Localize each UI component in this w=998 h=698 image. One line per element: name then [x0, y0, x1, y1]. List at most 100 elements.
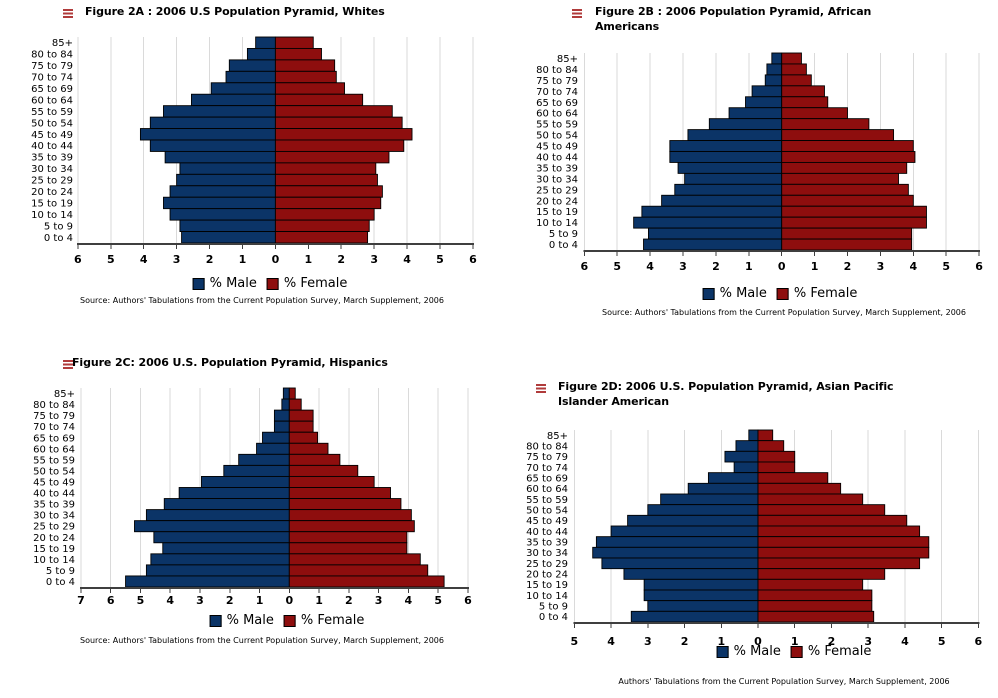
male-bar — [601, 557, 759, 570]
male-bar — [163, 105, 276, 118]
female-bar — [757, 514, 908, 527]
age-group-label: 45 to 49 — [536, 142, 578, 153]
female-bar — [288, 498, 402, 511]
age-group-label: 5 to 9 — [549, 229, 578, 240]
male-bar — [684, 172, 783, 185]
male-bar — [228, 59, 276, 72]
female-bar — [288, 442, 329, 455]
x-tick-label: 0 — [778, 260, 786, 273]
age-group-label: 60 to 64 — [526, 484, 568, 495]
male-bar — [179, 162, 276, 175]
male-bar — [179, 219, 276, 233]
male-bar — [281, 398, 290, 411]
age-group-label: 15 to 19 — [31, 198, 73, 209]
female-bar — [757, 589, 873, 602]
x-tick-label: 4 — [901, 635, 909, 648]
age-group-label: 80 to 84 — [526, 442, 568, 453]
female-bar — [288, 542, 408, 555]
female-bar — [274, 70, 337, 84]
female-bar — [757, 578, 864, 591]
chart-title: Figure 2B : 2006 Population Pyramid, Afr… — [595, 5, 872, 33]
x-tick-label: 2 — [844, 260, 852, 273]
female-bar — [288, 420, 314, 433]
age-group-label: 40 to 44 — [536, 152, 578, 163]
female-bar — [274, 59, 336, 72]
male-bar — [751, 85, 783, 98]
female-bar — [274, 47, 322, 61]
age-group-label: 40 to 44 — [31, 141, 73, 152]
female-bar — [781, 118, 870, 131]
x-tick-label: 0 — [272, 253, 280, 266]
male-bar — [178, 487, 290, 500]
age-group-label: 55 to 59 — [526, 495, 568, 506]
age-group-label: 75 to 79 — [526, 452, 568, 463]
female-bar — [288, 531, 408, 544]
figure-list-icon — [63, 360, 73, 362]
age-group-label: 80 to 84 — [536, 65, 578, 76]
age-group-label: 35 to 39 — [536, 163, 578, 174]
source-note: Source: Authors' Tabulations from the Cu… — [80, 296, 444, 305]
female-bar — [757, 450, 796, 463]
x-tick-label: 1 — [256, 594, 264, 607]
male-bar — [176, 173, 276, 187]
male-bar — [191, 93, 276, 107]
female-bar — [757, 504, 886, 516]
legend: % Male % Female — [702, 286, 857, 301]
age-group-label: 20 to 24 — [33, 533, 75, 544]
x-tick-label: 6 — [469, 253, 477, 266]
male-bar — [669, 151, 783, 163]
male-bar — [733, 461, 759, 474]
female-bar — [757, 536, 930, 548]
male-bar — [643, 589, 759, 602]
x-tick-label: 3 — [877, 260, 885, 273]
age-group-label: 85+ — [557, 54, 578, 65]
female-bar — [274, 36, 314, 49]
age-group-label: 10 to 14 — [31, 210, 73, 221]
x-tick-label: 5 — [137, 594, 145, 607]
chart-2b-african-americans: Figure 2B : 2006 Population Pyramid, Afr… — [498, 0, 998, 330]
age-group-label: 50 to 54 — [536, 131, 578, 142]
male-bar — [139, 128, 276, 141]
female-bar — [274, 105, 393, 118]
female-bar — [757, 610, 875, 623]
chart-2c-hispanics: Figure 2C: 2006 U.S. Population Pyramid,… — [0, 350, 498, 670]
x-tick-label: 4 — [909, 260, 917, 273]
age-group-label: 70 to 74 — [33, 422, 75, 433]
male-bar — [764, 74, 783, 87]
male-legend-label: % Male — [209, 276, 257, 291]
age-group-label: 75 to 79 — [31, 61, 73, 72]
female-bar — [757, 429, 774, 442]
female-bar — [288, 431, 319, 444]
x-tick-label: 5 — [436, 253, 444, 266]
x-tick-label: 1 — [717, 635, 725, 648]
legend: % Male % Female — [716, 644, 871, 659]
male-bar — [153, 531, 290, 544]
female-bar — [274, 128, 413, 141]
male-legend-label: % Male — [719, 286, 767, 301]
x-tick-label: 5 — [434, 594, 442, 607]
female-legend-label: % Female — [300, 613, 365, 628]
male-bar — [592, 546, 759, 559]
male-legend-swatch — [209, 614, 222, 627]
female-bar — [274, 162, 377, 175]
x-tick-label: 6 — [975, 635, 983, 648]
male-bar — [630, 610, 759, 623]
female-bar — [781, 140, 914, 152]
female-bar — [288, 520, 415, 533]
x-tick-label: 7 — [77, 594, 85, 607]
male-bar — [273, 420, 290, 433]
x-tick-label: 0 — [754, 635, 762, 648]
male-bar — [595, 536, 759, 548]
age-group-label: 70 to 74 — [31, 73, 73, 84]
male-bar — [687, 482, 759, 495]
x-tick-label: 2 — [345, 594, 353, 607]
male-bar — [181, 231, 276, 244]
male-bar — [745, 96, 783, 109]
age-group-label: 10 to 14 — [526, 591, 568, 602]
age-group-label: 10 to 14 — [33, 555, 75, 566]
female-bar — [757, 461, 796, 474]
male-bar — [262, 431, 290, 444]
